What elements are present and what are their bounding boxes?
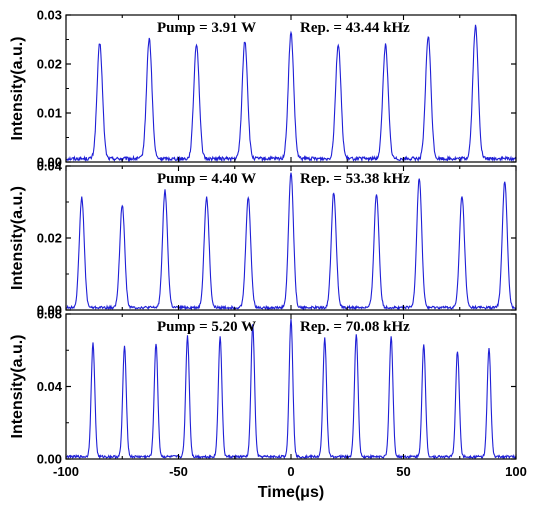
y-axis-title-panel-3: Intensity(a.u.): [9, 334, 26, 438]
annotation-pump-panel-2: Pump = 4.40 W: [157, 171, 256, 187]
y-tick-label-1-4: 0.03: [37, 8, 62, 23]
annotation-rep-panel-1: Rep. = 43.44 kHz: [300, 20, 410, 36]
annotation-rep-panel-2: Rep. = 53.38 kHz: [300, 171, 410, 187]
y-axis-title-panel-1: Intensity(a.u.): [9, 36, 26, 140]
y-tick-label-3-2: 0.04: [37, 379, 63, 394]
annotation-pump-panel-1: Pump = 3.91 W: [157, 20, 256, 36]
series-line-panel-3: [65, 318, 517, 460]
x-tick-label-2: -50: [169, 464, 188, 479]
y-tick-label-1-3: 0.02: [37, 57, 62, 72]
y-axis-title-panel-2: Intensity(a.u.): [9, 186, 26, 290]
y-tick-label-1-2: 0.01: [37, 106, 62, 121]
y-tick-label-3-3: 0.08: [37, 307, 62, 322]
x-tick-label-5: 100: [505, 464, 527, 479]
y-tick-label-3-1: 0.00: [37, 452, 62, 467]
x-tick-label-1: -100: [53, 464, 79, 479]
y-tick-label-2-2: 0.02: [37, 231, 62, 246]
annotation-rep-panel-3: Rep. = 70.08 kHz: [300, 319, 410, 335]
y-tick-label-2-3: 0.04: [37, 159, 63, 174]
panel-frame-2: [65, 165, 517, 311]
panel-frame-1: [65, 14, 517, 163]
series-line-panel-2: [65, 172, 517, 311]
y-tick-label-1-1: 0.00: [37, 155, 62, 170]
x-tick-label-3: 0: [287, 464, 294, 479]
series-line-panel-1: [65, 24, 517, 163]
y-tick-label-2-1: 0.00: [37, 303, 62, 318]
x-tick-label-4: 50: [396, 464, 410, 479]
panel-frame-3: [65, 313, 517, 460]
x-axis-title: Time(μs): [258, 484, 324, 501]
annotation-pump-panel-3: Pump = 5.20 W: [157, 319, 256, 335]
